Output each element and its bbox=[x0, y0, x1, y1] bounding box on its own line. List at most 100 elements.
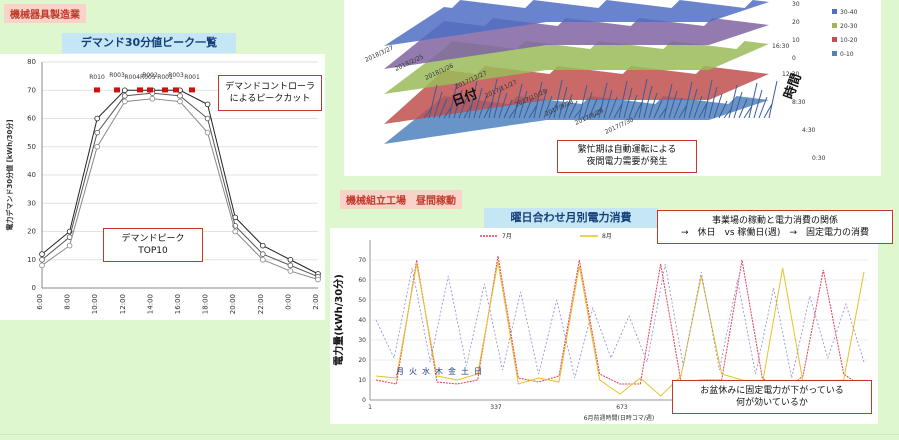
y-tick-label: 10 bbox=[358, 377, 366, 384]
peak-marker bbox=[173, 87, 179, 93]
data-point bbox=[204, 115, 211, 122]
night-demand-callout: 繁忙期は自動運転による 夜間電力需要が発生 bbox=[557, 140, 697, 173]
x-tick-label: 20:00 bbox=[229, 294, 237, 314]
surface-spike bbox=[608, 96, 618, 119]
x-axis-title: 6月前週時間(日時コマ/週) bbox=[584, 414, 655, 422]
legend-swatch bbox=[832, 51, 837, 56]
y-tick-label: 60 bbox=[358, 277, 366, 284]
y-tick-label: 30 bbox=[358, 337, 366, 344]
data-point bbox=[39, 262, 45, 269]
time-tick-label: 16:30 bbox=[772, 43, 789, 50]
surface-spike bbox=[753, 89, 763, 119]
surface-spike bbox=[618, 80, 628, 119]
surface-spike bbox=[448, 82, 458, 119]
surface-spike bbox=[598, 82, 608, 119]
surface-spike bbox=[528, 104, 538, 119]
y-tick-label: 30 bbox=[27, 199, 36, 207]
time-tick-label: 12:30 bbox=[782, 71, 799, 78]
time-tick-label: 0:30 bbox=[812, 155, 826, 162]
surface-spike bbox=[653, 99, 663, 119]
data-point bbox=[94, 129, 100, 136]
legend-swatch bbox=[832, 37, 837, 42]
monthly-chart-title: 曜日合わせ月別電力消費 bbox=[484, 208, 658, 228]
category-tag-manufacturing: 機械器具製造業 bbox=[4, 4, 86, 23]
peak-cut-callout-line2: によるピークカット bbox=[229, 94, 311, 104]
weekday-label: 水 bbox=[422, 366, 430, 376]
surface-spike bbox=[498, 92, 508, 119]
surface-spike bbox=[458, 96, 468, 119]
time-tick-label: 4:30 bbox=[802, 127, 816, 134]
weekday-label: 日 bbox=[474, 367, 482, 376]
surface-spike bbox=[763, 103, 773, 119]
data-point bbox=[315, 276, 321, 283]
surface-spike bbox=[688, 88, 698, 119]
data-point bbox=[66, 242, 73, 249]
surface-band bbox=[384, 0, 769, 46]
surface-spike bbox=[628, 94, 638, 119]
z-tick-label: 30 bbox=[792, 1, 800, 8]
series-line bbox=[375, 261, 865, 397]
data-point bbox=[204, 101, 211, 108]
footer-divider bbox=[0, 434, 899, 435]
surface-spike bbox=[568, 100, 578, 119]
data-point bbox=[39, 251, 45, 257]
surface-spike bbox=[473, 87, 483, 119]
surface-spike bbox=[683, 81, 693, 119]
surface-spike bbox=[663, 83, 673, 119]
demand-peak-chart: 0 10 20 30 40 50 60 70 80 6:00 8:00 10:00 12:00 14:00… bbox=[5, 58, 321, 314]
surface-spike bbox=[593, 105, 603, 119]
surface-spike bbox=[743, 105, 753, 119]
surface-spike bbox=[758, 96, 768, 119]
peak-marker bbox=[114, 87, 120, 93]
peak-label: R010 bbox=[89, 74, 105, 81]
surface-spike bbox=[503, 99, 513, 119]
y-tick-label: 80 bbox=[27, 58, 36, 66]
surface-spike bbox=[553, 79, 563, 119]
weekday-label: 金 bbox=[448, 366, 456, 376]
legend-label: 30-40 bbox=[840, 9, 858, 16]
y-tick-label: 40 bbox=[27, 171, 36, 179]
top10-callout-line2: TOP10 bbox=[138, 246, 168, 256]
monthly-consumption-chart: 010203040506070133767310096月前週時間(日時コマ/週)… bbox=[332, 233, 868, 422]
surface-spike bbox=[533, 81, 543, 119]
surface-spike bbox=[518, 90, 528, 119]
relation-callout-line2: → 休日 vs 稼働日(週) → 固定電力の消費 bbox=[681, 228, 869, 238]
surface-spike bbox=[538, 88, 548, 119]
surface-spike bbox=[713, 93, 723, 119]
x-tick-label: 1 bbox=[368, 404, 372, 411]
data-point bbox=[287, 268, 294, 274]
data-point bbox=[94, 143, 100, 150]
y-tick-label: 20 bbox=[27, 228, 36, 236]
y-tick-label: 60 bbox=[27, 115, 36, 123]
data-point bbox=[94, 115, 100, 122]
surface-spike bbox=[563, 93, 573, 119]
surface-spike bbox=[623, 87, 633, 119]
night-demand-callout-line1: 繁忙期は自動運転による bbox=[577, 145, 677, 155]
surface-spike bbox=[583, 91, 593, 119]
obon-callout-line1: お盆休みに固定電力が下がっている bbox=[700, 386, 844, 396]
legend-label: 7月 bbox=[502, 233, 512, 240]
date-tick-label: 2018/3/27 bbox=[364, 44, 395, 63]
surface-spike bbox=[428, 84, 438, 119]
x-tick-label: 8:00 bbox=[64, 294, 72, 310]
peak-label: R002 bbox=[142, 72, 158, 79]
surface-spike bbox=[738, 98, 748, 119]
surface-spike bbox=[693, 95, 703, 119]
y-tick-label: 20 bbox=[358, 357, 366, 364]
x-tick-label: 14:00 bbox=[146, 294, 154, 314]
z-tick-label: 10 bbox=[792, 37, 800, 44]
x-tick-label: 673 bbox=[616, 404, 628, 411]
surface-spike bbox=[613, 103, 623, 119]
surface-spike bbox=[548, 102, 558, 119]
legend-label: 20-30 bbox=[840, 23, 858, 30]
demand-chart-title: デマンド30分値ピーク一覧 bbox=[62, 33, 236, 53]
z-tick-label: 0 bbox=[792, 55, 796, 62]
surface-spike bbox=[718, 100, 728, 119]
surface-spike bbox=[643, 85, 653, 119]
y-tick-label: 40 bbox=[358, 317, 366, 324]
x-tick-label: 22:00 bbox=[257, 294, 265, 314]
surface-spike bbox=[603, 89, 613, 119]
peak-marker bbox=[137, 87, 143, 93]
surface-spike bbox=[493, 85, 503, 119]
legend-label: 10-20 bbox=[840, 37, 858, 44]
